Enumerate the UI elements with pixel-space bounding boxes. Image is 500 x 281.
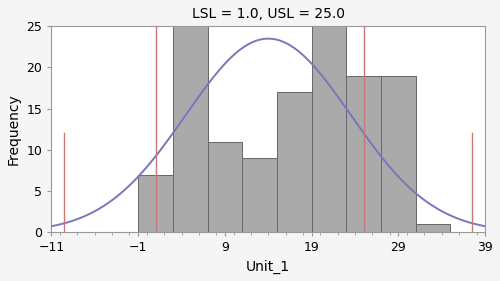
Bar <box>416 224 450 232</box>
X-axis label: Unit_1: Unit_1 <box>246 260 290 274</box>
Y-axis label: Frequency: Frequency <box>7 93 21 165</box>
Bar <box>242 158 277 232</box>
Bar <box>381 76 416 232</box>
Bar <box>138 175 173 232</box>
Bar <box>312 26 346 232</box>
Bar <box>208 142 242 232</box>
Bar <box>277 92 312 232</box>
Title: LSL = 1.0, USL = 25.0: LSL = 1.0, USL = 25.0 <box>192 7 345 21</box>
Bar <box>346 76 381 232</box>
Bar <box>173 26 208 232</box>
